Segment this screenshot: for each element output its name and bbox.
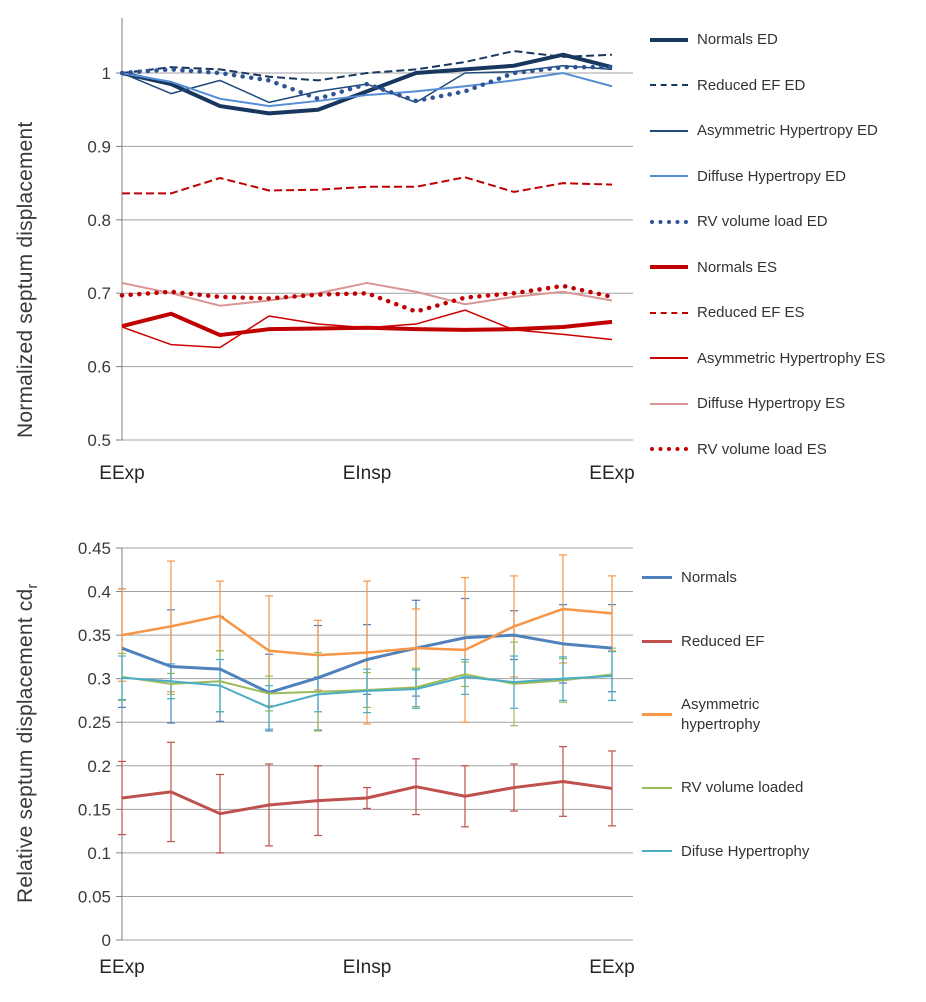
normalized-septum-displacement-chart: 1 0.9 0.8 0.7 0.6 0.5 EExp EInsp EExp — [87, 18, 635, 484]
legend-label: Normals ED — [697, 31, 778, 48]
y-axis-label-bottom: Relative septum displacement cdr — [14, 583, 41, 903]
legend-label: Asymmetric hypertrophy — [681, 696, 761, 733]
y-tick-label: 0 — [102, 931, 111, 950]
legend-item-rv-volume-loaded: RV volume loaded — [642, 778, 912, 798]
legend-item-diffuse-hypertropy-es: Diffuse Hypertropy ES — [650, 394, 920, 414]
legend-item-rv-volume-load-es: RV volume load ES — [650, 440, 920, 460]
x-tick-label: EExp — [99, 957, 144, 978]
series-line-reduced-ef-es — [122, 176, 613, 195]
legend-label: Reduced EF ES — [697, 304, 805, 321]
legend-item-reduced-ef-ed: Reduced EF ED — [650, 76, 920, 96]
legend-label: RV volume load ED — [697, 213, 828, 230]
legend-label: Asymmetric Hypertropy ED — [697, 122, 878, 139]
legend-swatch — [650, 84, 688, 87]
legend-label: Diffuse Hypertropy ED — [697, 167, 846, 185]
legend-item-asymmetric-hypertrophy-es: Asymmetric Hypertrophy ES — [650, 349, 920, 369]
y-tick-label: 0.8 — [87, 211, 111, 230]
legend-item-difuse-hypertrophy: Difuse Hypertrophy — [642, 842, 912, 862]
legend-swatch — [650, 357, 688, 360]
y-tick-label: 0.3 — [87, 670, 111, 689]
x-tick-label: EInsp — [343, 957, 392, 978]
legend-swatch — [650, 311, 688, 314]
legend-swatch — [650, 37, 688, 42]
y-tick-label: 0.1 — [87, 844, 111, 863]
y-tick-label: 0.15 — [78, 800, 111, 819]
y-tick-label: 0.6 — [87, 358, 111, 377]
legend-swatch — [650, 402, 688, 405]
legend-item-rv-volume-load-ed: RV volume load ED — [650, 212, 920, 232]
legend-swatch — [650, 175, 688, 178]
legend-swatch — [642, 850, 672, 853]
legend-label: Asymmetric Hypertrophy ES — [697, 349, 886, 367]
legend-swatch — [642, 713, 672, 716]
x-tick-label: EInsp — [343, 463, 392, 484]
legend-swatch — [650, 129, 688, 132]
legend-swatch — [650, 265, 688, 270]
legend-item-normals-es: Normals ES — [650, 258, 920, 278]
x-tick-label: EExp — [589, 957, 634, 978]
series-line-diffuse-hypertropy-es — [121, 281, 613, 307]
legend-bottom-chart: Normals Reduced EF Asymmetric hypertrophy R… — [642, 568, 912, 861]
series-line-asymmetric-hypertrophy — [121, 607, 613, 657]
relative-septum-displacement-chart: 0.45 0.4 0.35 0.3 0.25 0.2 0.15 0.1 0.05 0 EExp EIn… — [78, 539, 635, 978]
legend-label: RV volume loaded — [681, 779, 804, 796]
y-tick-label: 0.05 — [78, 887, 111, 906]
series-line-rv-volume-load-ed — [119, 64, 615, 104]
y-tick-label: 0.35 — [78, 626, 111, 645]
y-axis-label-top-text: Normalized septum displacement — [14, 121, 37, 438]
series-line-reduced-ef-ed — [121, 50, 613, 82]
series-line-reduced-ef — [121, 779, 613, 816]
y-tick-label: 0.5 — [87, 431, 111, 450]
legend-swatch — [642, 639, 672, 643]
legend-top-chart: Normals ED Reduced EF ED Asymmetric Hypert… — [650, 30, 920, 459]
y-tick-label: 0.4 — [87, 583, 111, 602]
series-line-normals — [121, 633, 613, 695]
legend-item-reduced-ef-es: Reduced EF ES — [650, 303, 920, 323]
series-line-asymmetric-hypertrophy-es — [121, 309, 613, 349]
legend-item-normals-ed: Normals ED — [650, 30, 920, 50]
legend-label: Diffuse Hypertropy ES — [697, 395, 846, 412]
y-axis-label-bottom-subscript: r — [24, 583, 42, 589]
legend-item-asymmetric-hypertropy-ed: Asymmetric Hypertropy ED — [650, 121, 920, 141]
legend-swatch — [650, 447, 688, 452]
y-tick-label: 0.45 — [78, 539, 111, 558]
series-line-difuse-hypertrophy — [121, 675, 613, 709]
legend-item-normals: Normals — [642, 568, 912, 588]
series-line-diffuse-hypertropy-ed — [121, 72, 613, 108]
legend-item-reduced-ef: Reduced EF — [642, 632, 912, 652]
y-axis-label-bottom-text: Relative septum displacement cd — [14, 588, 37, 903]
y-tick-label: 0.2 — [87, 757, 111, 776]
x-tick-label: EExp — [589, 463, 634, 484]
y-tick-label: 0.9 — [87, 137, 111, 156]
legend-label: Normals — [681, 569, 737, 586]
legend-swatch — [642, 576, 672, 580]
legend-label: Reduced EF — [681, 632, 765, 650]
legend-label: Reduced EF ED — [697, 76, 806, 94]
y-axis-label-top: Normalized septum displacement — [14, 122, 38, 438]
legend-item-diffuse-hypertropy-ed: Diffuse Hypertropy ED — [650, 167, 920, 187]
legend-item-asymmetric-hypertrophy: Asymmetric hypertrophy — [642, 695, 912, 734]
legend-label: RV volume load ES — [697, 440, 827, 458]
legend-label: Difuse Hypertrophy — [681, 842, 810, 860]
legend-swatch — [650, 219, 688, 224]
y-tick-label: 0.7 — [87, 284, 111, 303]
series-line-rv-volume-load-es — [119, 283, 615, 314]
series-line-normals-ed — [121, 52, 613, 116]
legend-swatch — [642, 786, 672, 789]
y-tick-label: 0.25 — [78, 713, 111, 732]
y-tick-label: 1 — [102, 64, 111, 83]
legend-label: Normals ES — [697, 258, 778, 276]
x-tick-label: EExp — [99, 463, 144, 484]
